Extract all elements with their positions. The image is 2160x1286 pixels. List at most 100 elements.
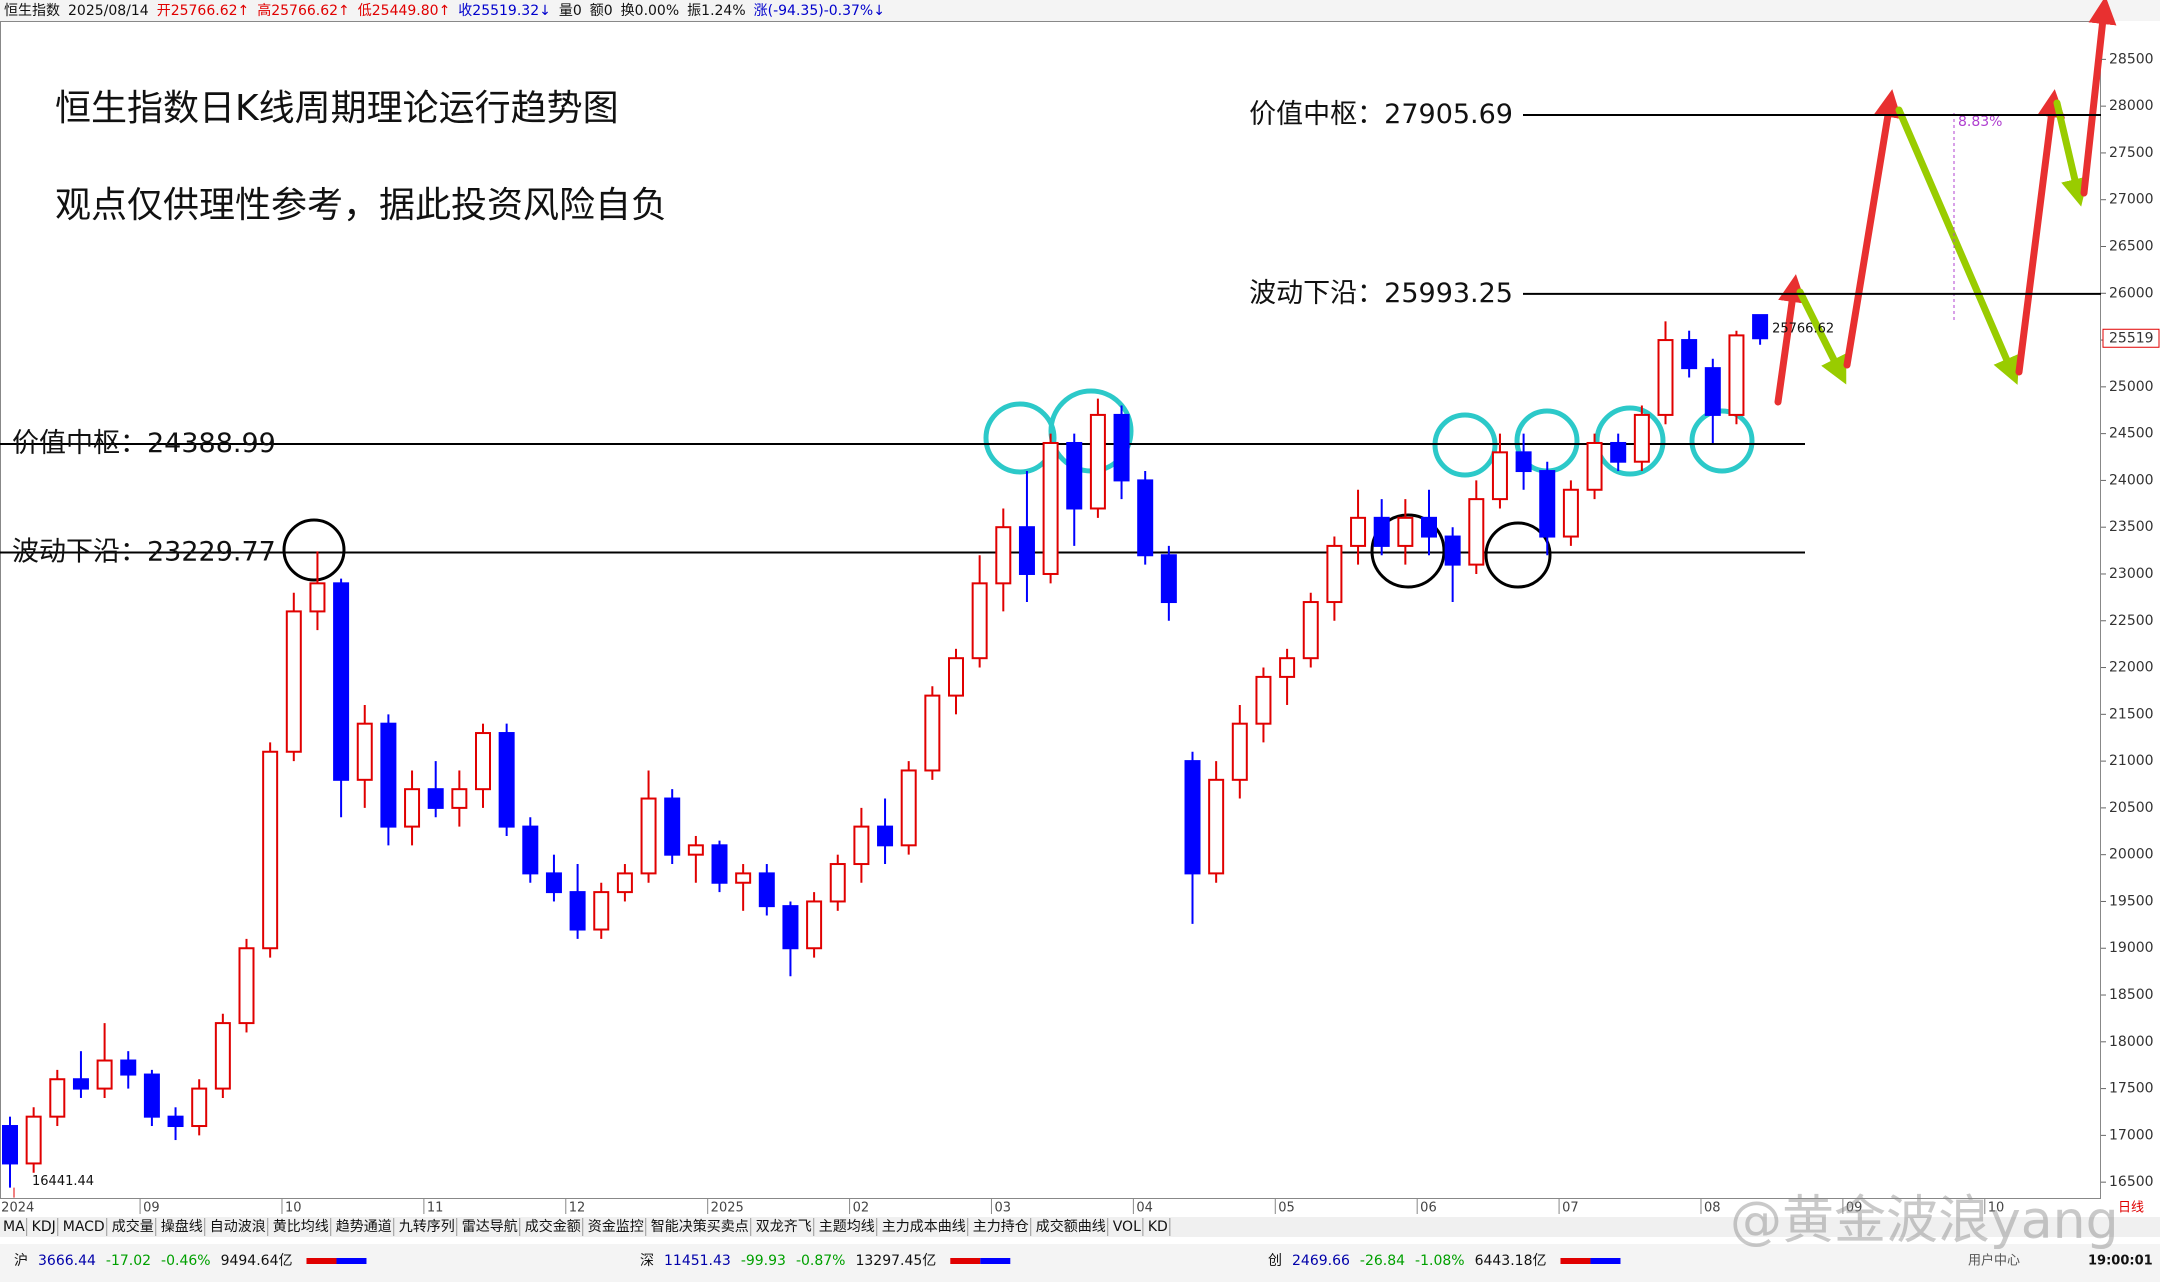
y-tick-label: 27000 xyxy=(2109,192,2154,208)
level-value: 24388.99 xyxy=(147,428,276,459)
tab[interactable]: 操盘线 xyxy=(161,1218,203,1235)
tab[interactable]: 九转序列 xyxy=(399,1219,455,1235)
candle-body xyxy=(735,872,752,884)
circles xyxy=(282,388,1755,589)
candle-body xyxy=(451,788,468,809)
candle-body xyxy=(616,872,633,894)
tab[interactable]: 主题均线 xyxy=(819,1219,875,1235)
x-tick-label: 11 xyxy=(427,1201,444,1216)
arrow xyxy=(1843,89,1902,369)
candle-body xyxy=(1515,451,1532,473)
tab[interactable]: MACD xyxy=(63,1219,105,1235)
candle-body xyxy=(569,891,586,931)
tab[interactable]: 黄比均线 xyxy=(273,1218,329,1235)
user-center[interactable]: 用户中心 xyxy=(1968,1253,2020,1269)
tab[interactable]: MA xyxy=(3,1219,25,1235)
y-tick-label: 20500 xyxy=(2109,800,2154,816)
y-tick-label: 22000 xyxy=(2109,660,2154,676)
candle-body xyxy=(687,844,704,856)
candle-body xyxy=(1421,516,1437,538)
market-field: -17.02 xyxy=(106,1253,151,1269)
market-field: -0.46% xyxy=(161,1253,211,1269)
tab[interactable]: KDJ xyxy=(32,1219,56,1235)
candle-body xyxy=(1704,367,1721,416)
candle-body xyxy=(49,1078,66,1118)
candle-body xyxy=(1018,526,1035,575)
tab[interactable]: VOL xyxy=(1113,1219,1141,1235)
candle-body xyxy=(404,788,421,828)
candle-body xyxy=(475,732,491,791)
candle-body xyxy=(664,797,681,856)
tab[interactable]: 自动波浪 xyxy=(210,1219,266,1235)
low-label: 16441.44 xyxy=(32,1174,94,1189)
tab[interactable]: 智能决策买卖点 xyxy=(651,1218,749,1235)
arrow xyxy=(2015,89,2066,376)
tab[interactable]: 雷达导航 xyxy=(462,1219,518,1235)
tab[interactable]: 成交额曲线 xyxy=(1036,1218,1106,1235)
arrow xyxy=(2080,0,2117,197)
candle-body xyxy=(924,694,941,772)
candle-body xyxy=(522,825,539,875)
candle-body xyxy=(1491,451,1508,501)
circle xyxy=(1689,408,1755,474)
y-tick-label: 18000 xyxy=(2109,1034,2154,1050)
market-field: -26.84 xyxy=(1360,1253,1405,1269)
market-bar xyxy=(306,1258,337,1264)
candle-body xyxy=(309,582,326,613)
info-item: 开25766.62↑ xyxy=(157,3,250,19)
x-tick-label: 10 xyxy=(285,1201,302,1216)
x-tick-label: 2024 xyxy=(1,1201,34,1216)
level-value: 25993.25 xyxy=(1384,277,1513,308)
y-tick-label: 24500 xyxy=(2109,426,2154,442)
candle-body xyxy=(1397,516,1414,547)
market-field: 13297.45亿 xyxy=(855,1253,936,1269)
y-tick-label: 26500 xyxy=(2109,238,2154,254)
y-tick-label: 19000 xyxy=(2109,940,2154,956)
y-tick-label: 20000 xyxy=(2109,847,2154,863)
tab[interactable]: 趋势通道 xyxy=(336,1219,392,1235)
candle-body xyxy=(1444,535,1461,566)
x-tick-label: 12 xyxy=(569,1201,586,1216)
candle-body xyxy=(782,905,799,950)
chart-title: 恒生指数日K线周期理论运行趋势图 xyxy=(55,88,619,129)
info-item: 涨(-94.35)-0.37%↓ xyxy=(754,3,885,19)
tab[interactable]: 成交量 xyxy=(112,1218,154,1235)
candle-body xyxy=(640,797,657,875)
x-tick-label: 03 xyxy=(994,1201,1011,1216)
y-tick-label: 28000 xyxy=(2109,98,2154,114)
price-tag xyxy=(2102,328,2160,348)
candle-body xyxy=(1184,760,1201,875)
high-label: 25766.62 xyxy=(1772,322,1834,337)
candle-body xyxy=(545,872,562,894)
candle-body xyxy=(143,1073,160,1118)
candle-body xyxy=(96,1059,113,1090)
x-tick-label: 2025 xyxy=(711,1201,744,1216)
tab[interactable]: 资金监控 xyxy=(588,1219,644,1235)
candle-body xyxy=(427,788,444,809)
candle-body xyxy=(380,722,397,828)
candle-body xyxy=(1113,413,1130,482)
level-name: 波动下沿： xyxy=(12,536,147,567)
y-tick-label: 22500 xyxy=(2109,613,2154,629)
tab[interactable]: KD xyxy=(1148,1219,1168,1235)
candle-body xyxy=(1468,498,1485,566)
tab[interactable]: 成交金额 xyxy=(525,1218,581,1235)
candle-body xyxy=(214,1022,231,1090)
candle-body xyxy=(1302,601,1319,660)
market-bar xyxy=(980,1258,1011,1264)
tab[interactable]: 主力持仓 xyxy=(973,1219,1029,1235)
candle-body xyxy=(1373,516,1390,547)
y-tick-label: 21000 xyxy=(2109,753,2154,769)
plot-frame xyxy=(0,21,2101,1199)
tab[interactable]: 主力成本曲线 xyxy=(882,1219,966,1235)
level-label: 波动下沿：25993.25 xyxy=(1249,277,1513,308)
candle-body xyxy=(1586,441,1603,491)
y-tick-label: 16500 xyxy=(2109,1174,2154,1190)
candle-body xyxy=(2,1125,18,1165)
candle-body xyxy=(1255,675,1272,725)
tab[interactable]: 双龙齐飞 xyxy=(756,1219,812,1235)
info-item: 恒生指数 xyxy=(4,3,60,19)
market-field: 11451.43 xyxy=(664,1253,731,1269)
level-name: 价值中枢： xyxy=(12,428,147,459)
